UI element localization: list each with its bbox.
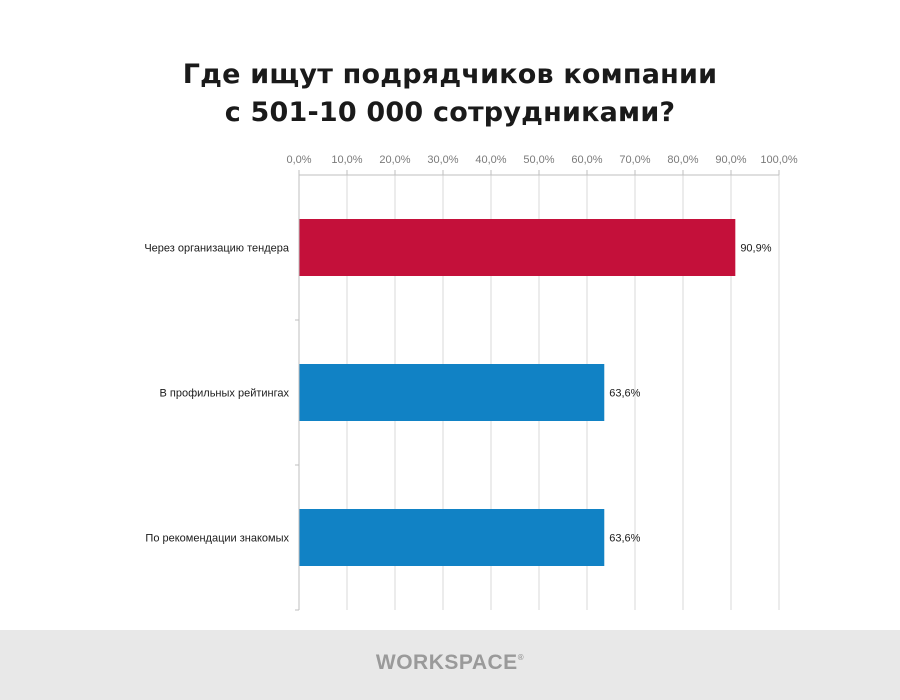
bar-2 — [299, 364, 605, 421]
chart-title: Где ищут подрядчиков компании с 501-10 0… — [0, 56, 900, 132]
value-label-3: 63,6% — [609, 533, 640, 545]
value-label-2: 63,6% — [609, 388, 640, 400]
x-tick-label: 60,0% — [571, 154, 602, 166]
x-tick-label: 10,0% — [331, 154, 362, 166]
brand-logo: WORKSPACE® — [0, 651, 900, 675]
footer: WORKSPACE® — [0, 630, 900, 700]
trademark-symbol: ® — [517, 653, 525, 662]
bar-3 — [299, 509, 605, 566]
bar-chart: 0,0% 10,0% 20,0% 30,0% 40,0% 50,0% 60,0% 70,0% 8… — [144, 154, 798, 611]
x-tick-label: 50,0% — [523, 154, 554, 166]
category-label-1: Через организацию тендера — [144, 243, 290, 255]
value-label-1: 90,9% — [740, 243, 771, 255]
bar-1 — [299, 219, 736, 276]
category-label-3: По рекомендации знакомых — [145, 533, 289, 545]
x-tick-label: 40,0% — [475, 154, 506, 166]
x-tick-label: 70,0% — [619, 154, 650, 166]
x-tick-label: 30,0% — [427, 154, 458, 166]
x-tick-label: 20,0% — [379, 154, 410, 166]
chart-title-line-2: с 501-10 000 сотрудниками? — [224, 97, 676, 128]
x-tick-label: 80,0% — [667, 154, 698, 166]
chart-title-line-1: Где ищут подрядчиков компании — [182, 59, 718, 90]
x-tick-label: 100,0% — [760, 154, 798, 166]
brand-name: WORKSPACE — [375, 651, 518, 674]
x-tick-label: 90,0% — [715, 154, 746, 166]
category-label-2: В профильных рейтингах — [160, 388, 290, 400]
x-tick-label: 0,0% — [286, 154, 311, 166]
